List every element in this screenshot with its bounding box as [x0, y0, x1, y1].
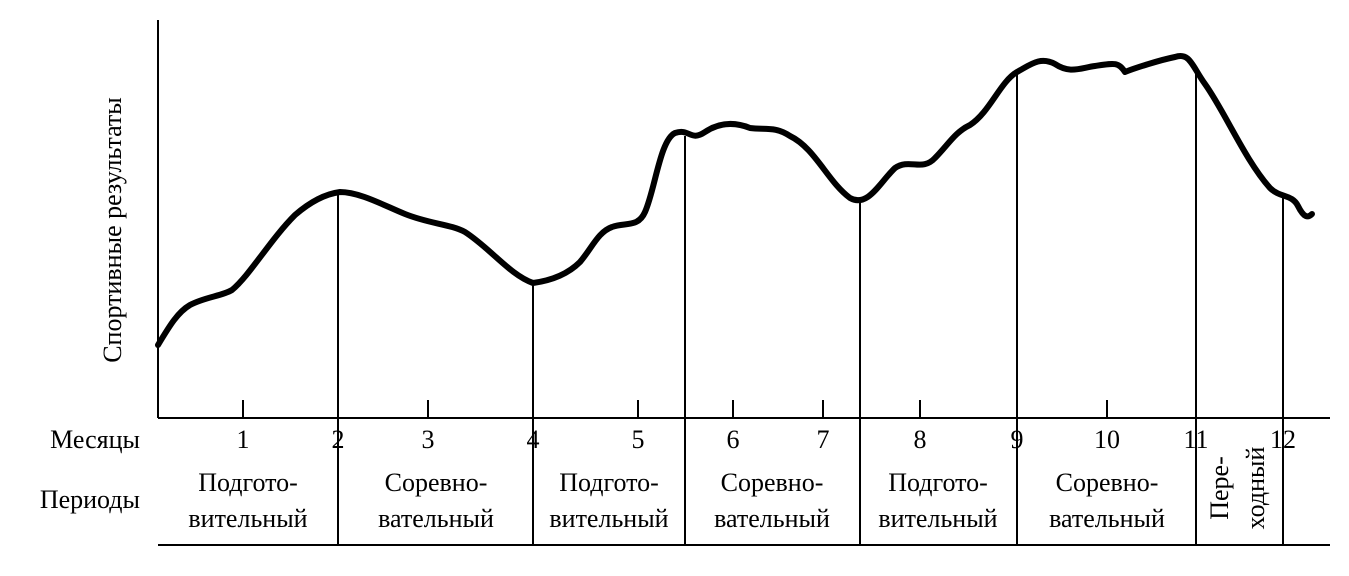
period-label: вительный: [549, 504, 668, 533]
month-label: 1: [237, 425, 250, 454]
period-label: вательный: [1049, 504, 1165, 533]
row-label: Месяцы: [50, 425, 140, 454]
period-label: Соревно-: [385, 468, 488, 497]
period-label: ходный: [1241, 447, 1270, 530]
month-label: 3: [422, 425, 435, 454]
month-label: 9: [1011, 425, 1024, 454]
month-label: 11: [1183, 425, 1208, 454]
period-label: вительный: [188, 504, 307, 533]
month-label: 2: [332, 425, 345, 454]
period-label: Подгото-: [888, 468, 988, 497]
results-curve: [155, 53, 1315, 348]
month-label: 5: [632, 425, 645, 454]
month-label: 4: [527, 425, 540, 454]
period-label: Соревно-: [721, 468, 824, 497]
month-label: 6: [727, 425, 740, 454]
row-label: Периоды: [40, 485, 140, 514]
period-label: вательный: [714, 504, 830, 533]
axis-label: Спортивные результаты: [98, 97, 127, 363]
month-label: 12: [1270, 425, 1296, 454]
period-label: Соревно-: [1056, 468, 1159, 497]
month-label: 10: [1094, 425, 1120, 454]
period-label: Подгото-: [198, 468, 298, 497]
period-label: вательный: [378, 504, 494, 533]
period-label: Пере-: [1205, 456, 1234, 520]
period-label: вительный: [878, 504, 997, 533]
period-label: Подгото-: [559, 468, 659, 497]
month-label: 8: [914, 425, 927, 454]
month-label: 7: [817, 425, 830, 454]
